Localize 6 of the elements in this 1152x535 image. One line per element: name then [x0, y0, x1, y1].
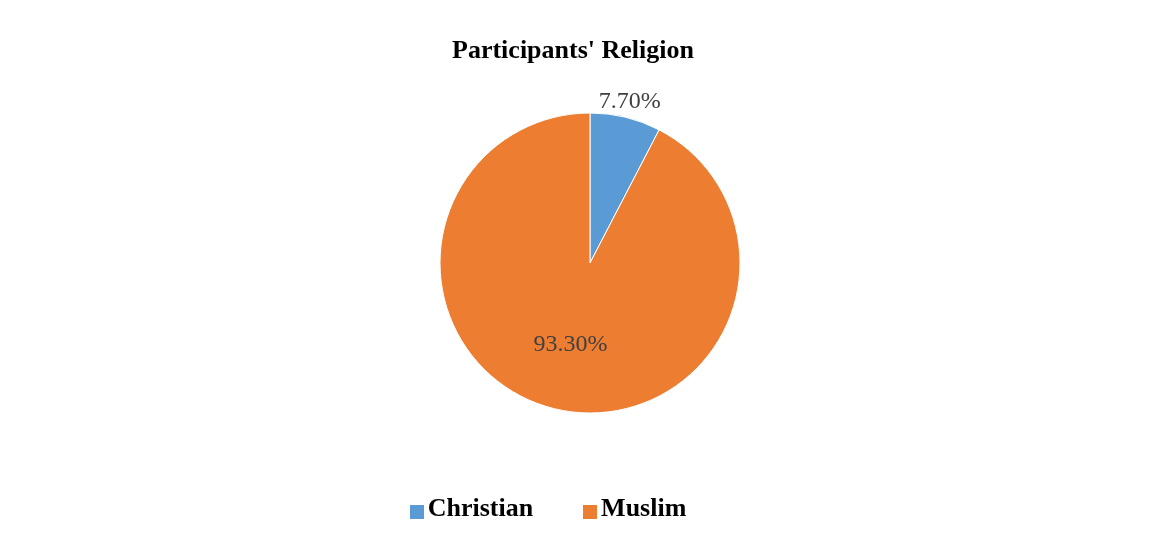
- chart-title: Participants' Religion: [452, 35, 695, 64]
- legend-label: Muslim: [601, 493, 687, 522]
- data-label: 93.30%: [533, 330, 608, 357]
- data-label: 7.70%: [598, 86, 661, 113]
- pie-slice: [439, 112, 741, 414]
- legend-label: Christian: [427, 493, 534, 522]
